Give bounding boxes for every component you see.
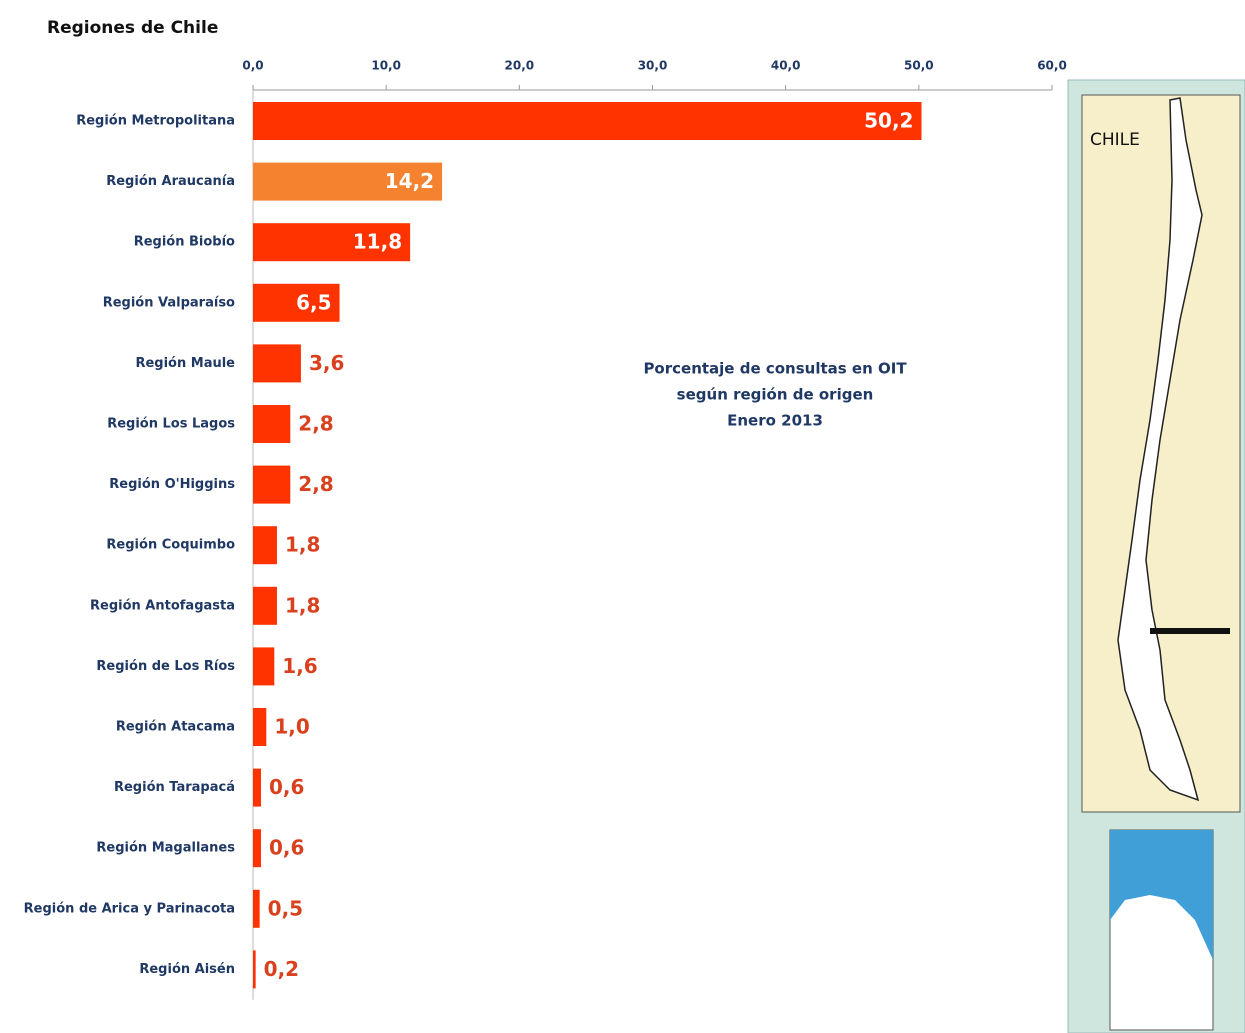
x-tick-label: 60,0 [1037, 59, 1067, 73]
bar [253, 586, 277, 625]
x-tick-label: 50,0 [904, 59, 934, 73]
y-tick-label: Región de Los Ríos [96, 659, 235, 674]
bar [253, 889, 260, 928]
map-shape [1117, 97, 1203, 802]
y-tick-label: Región Coquimbo [106, 538, 235, 553]
value-label: 0,5 [268, 896, 303, 920]
bar [253, 283, 340, 322]
value-label: 50,2 [864, 109, 913, 133]
x-tick-label: 20,0 [505, 59, 535, 73]
y-tick-label: Región Aisén [139, 962, 235, 977]
value-label: 3,6 [309, 351, 344, 375]
bar [253, 768, 261, 807]
y-tick-label: Región Los Lagos [107, 417, 235, 432]
y-tick-label: Región Atacama [116, 720, 235, 735]
value-label: 1,6 [282, 654, 317, 678]
bar [253, 526, 277, 565]
y-tick-label: Región Tarapacá [114, 780, 235, 795]
value-label: 0,2 [264, 957, 299, 981]
x-tick-label: 40,0 [771, 59, 801, 73]
bar [253, 829, 261, 868]
y-tick-label: Región Valparaíso [103, 295, 235, 310]
annotation: Porcentaje de consultas en OIT [643, 360, 907, 378]
annotation: Enero 2013 [727, 412, 823, 430]
y-tick-label: Región O'Higgins [109, 477, 235, 492]
bar [253, 708, 267, 746]
y-tick-label: Región Araucanía [106, 174, 235, 189]
value-label: 6,5 [296, 290, 331, 314]
y-tick-label: Región de Arica y Parinacota [24, 901, 235, 916]
value-label: 0,6 [269, 775, 304, 799]
x-tick-label: 30,0 [638, 59, 668, 73]
bar [253, 950, 256, 989]
value-label: 11,8 [353, 230, 402, 254]
bar [253, 647, 275, 686]
map-label: CHILE [1090, 130, 1140, 150]
bar [253, 102, 922, 140]
bar [253, 162, 443, 201]
bar [253, 223, 411, 262]
y-tick-label: Región Magallanes [96, 841, 235, 856]
y-tick-label: Región Maule [135, 356, 235, 371]
value-label: 1,8 [285, 533, 320, 557]
map: CHILE [1067, 79, 1245, 1033]
antarctic-sea [1110, 830, 1213, 960]
bar [253, 465, 291, 504]
y-tick-label: Región Metropolitana [76, 114, 235, 129]
value-label: 2,8 [298, 412, 333, 436]
map-scale [1150, 628, 1230, 634]
value-label: 1,0 [274, 715, 309, 739]
y-tick-label: Región Biobío [134, 235, 235, 250]
x-tick-label: 10,0 [371, 59, 401, 73]
value-label: 0,6 [269, 836, 304, 860]
annotation: según región de origen [677, 386, 874, 404]
x-tick-label: 0,0 [242, 59, 263, 73]
value-label: 14,2 [385, 169, 434, 193]
chart-title: Regiones de Chile [47, 18, 218, 38]
bar [253, 344, 301, 383]
y-tick-label: Región Antofagasta [90, 598, 235, 613]
value-label: 1,8 [285, 593, 320, 617]
value-label: 2,8 [298, 472, 333, 496]
bar [253, 405, 291, 443]
